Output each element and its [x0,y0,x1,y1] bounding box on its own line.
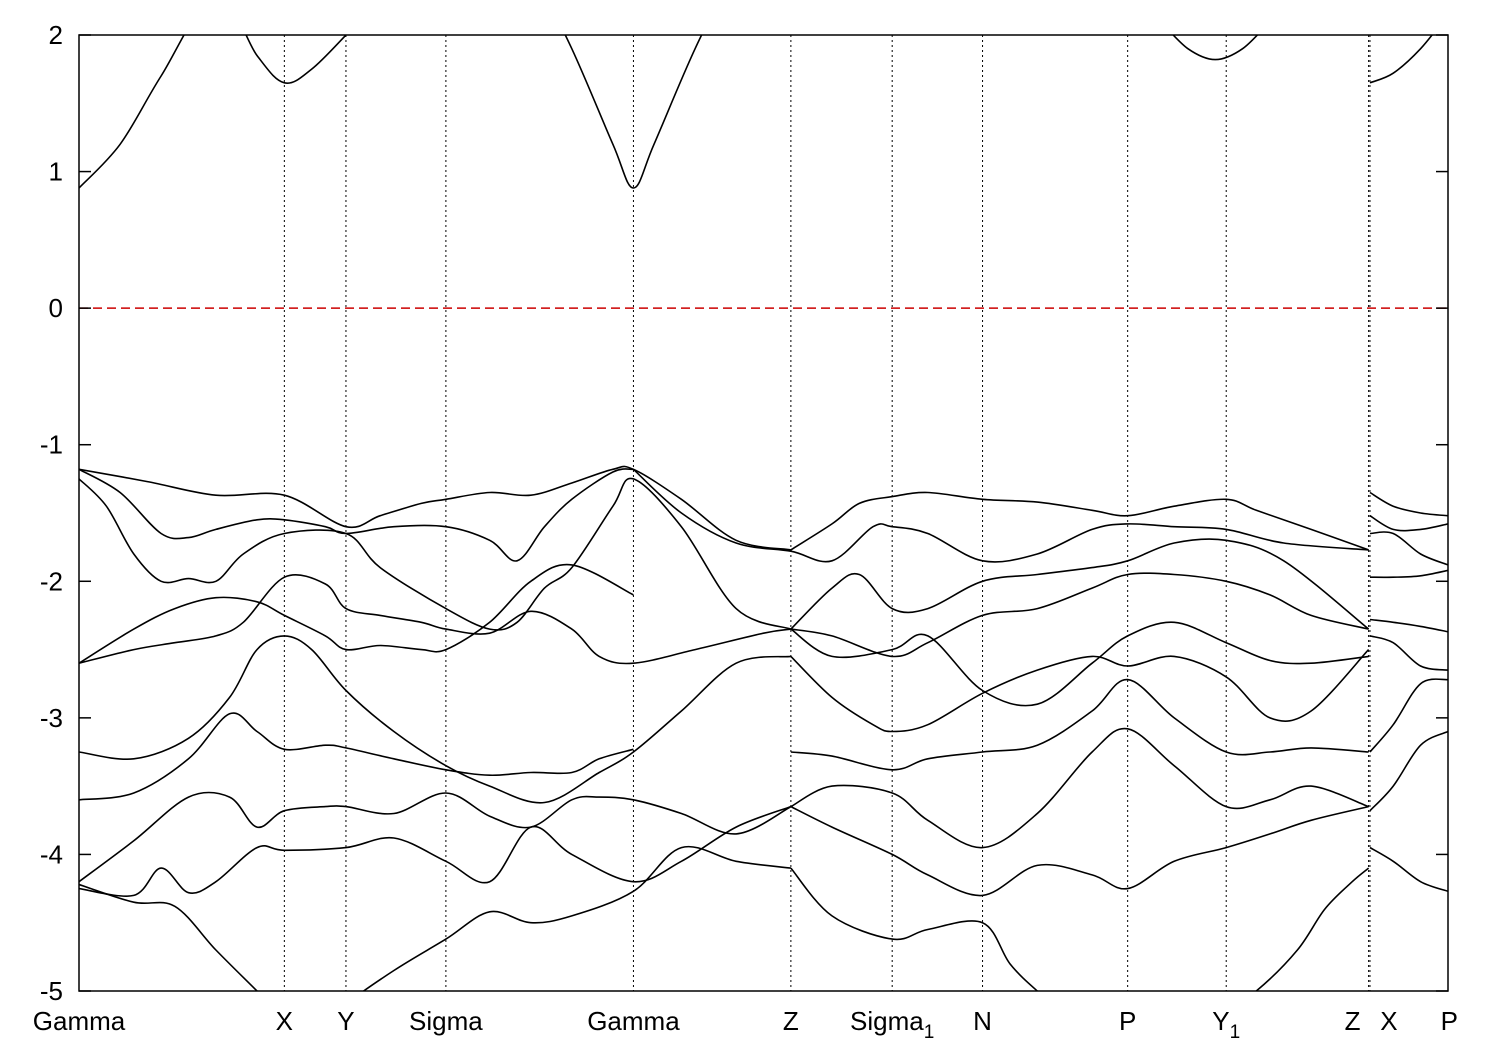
band-line-4 [79,465,792,551]
x-tick-label-12: P [1441,1006,1458,1036]
band-line-0 [79,35,347,189]
x-tick-label-11: X [1380,1006,1397,1036]
y-tick-label: -3 [40,703,63,733]
band-line-21 [790,805,1369,897]
band-line-25 [1369,491,1448,517]
kpoint-gridlines [283,35,1371,991]
x-tick-label-2: Y [337,1006,354,1036]
x-tick-label-10: Z [1345,1006,1361,1036]
y-tick-label: -4 [40,839,63,869]
band-line-16 [79,712,634,801]
band-line-23 [790,867,1039,991]
band-line-32 [1369,730,1448,812]
band-line-17 [79,791,792,883]
band-line-8 [79,477,792,631]
band-line-2 [1172,35,1259,61]
band-line-12 [790,572,1369,658]
band-line-27 [1369,531,1448,566]
band-line-18 [790,678,1369,771]
y-tick-label: -1 [40,430,63,460]
y-tick-label: -2 [40,566,63,596]
band-line-24 [1255,867,1370,991]
plot-frame [78,34,1449,992]
band-line-14 [79,635,791,804]
band-line-33 [1369,846,1448,893]
band-line-3 [1369,35,1434,84]
band-line-28 [1369,569,1448,579]
y-tick-label: -5 [40,976,63,1006]
band-line-13 [790,621,1369,707]
x-tick-label-0: Gamma [33,1006,126,1036]
x-tick-label-1: X [276,1006,293,1036]
y-tick-label: 2 [49,20,63,50]
band-line-19 [790,727,1369,849]
y-tick-label: 0 [49,293,63,323]
x-tick-label-9: Y1 [1212,1006,1240,1043]
band-line-22 [79,845,792,991]
x-tick-label-3: Sigma [409,1006,483,1036]
band-line-1 [564,35,703,189]
band-line-10 [79,563,634,664]
band-line-9 [790,538,1370,630]
band-line-15 [790,649,1370,733]
band-line-7 [632,468,1369,563]
band-line-5 [790,491,1369,551]
x-axis-labels: Gamma X Y Sigma Gamma Z Sigma1 N P Y1 Z X P [33,1006,1458,1043]
x-tick-label-5: Z [783,1006,799,1036]
band-line-30 [1369,635,1448,671]
band-line-11 [79,574,792,665]
band-line-29 [1369,618,1448,633]
x-tick-label-7: N [973,1006,992,1036]
band-line-6 [79,468,634,562]
band-line-20 [79,805,792,897]
y-tick-label: 1 [49,157,63,187]
x-tick-label-6: Sigma1 [850,1006,934,1043]
band-lines [79,35,1448,991]
y-axis-ticks: -5 -4 -3 -2 -1 0 1 2 [40,20,1448,1006]
x-tick-label-4: Gamma [587,1006,680,1036]
band-line-31 [1369,678,1448,753]
x-tick-label-8: P [1119,1006,1136,1036]
band-line-26 [1369,515,1448,532]
